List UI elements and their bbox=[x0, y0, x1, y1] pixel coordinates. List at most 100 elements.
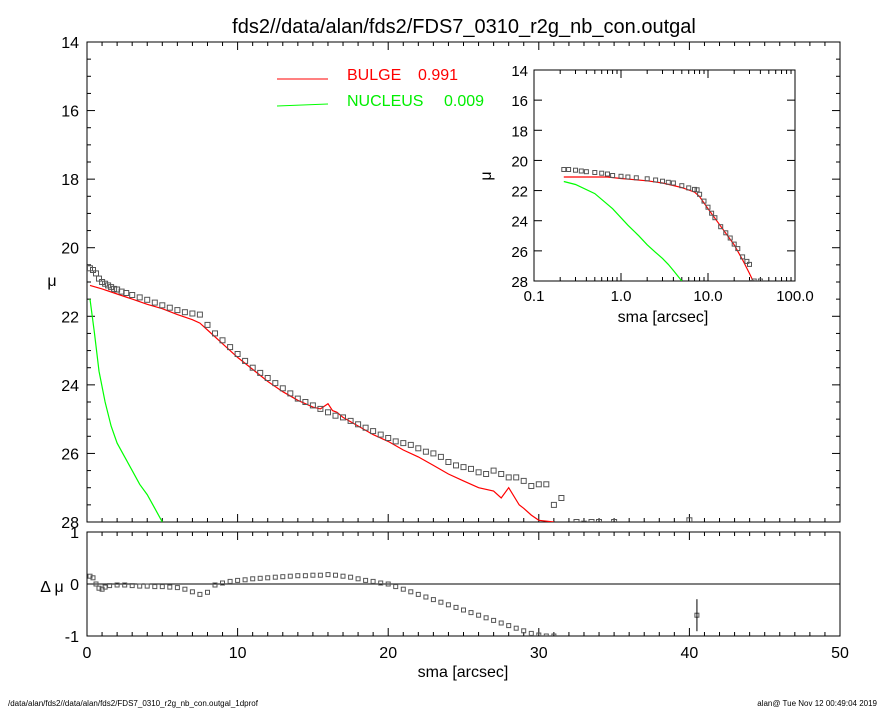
main-data-point bbox=[520, 477, 527, 484]
chart-title: fds2//data/alan/fds2/FDS7_0310_r2g_nb_co… bbox=[232, 16, 696, 38]
residual-y-label: Δ μ bbox=[40, 579, 63, 596]
inset-data-point bbox=[757, 278, 763, 281]
residual-data-point bbox=[415, 591, 421, 597]
residual-x-tick-label: 30 bbox=[530, 645, 548, 662]
residual-data-point bbox=[438, 599, 444, 605]
inset-plot-area bbox=[561, 167, 763, 281]
residual-data-point bbox=[287, 573, 293, 579]
residual-x-tick-label: 20 bbox=[379, 645, 397, 662]
main-data-point bbox=[355, 421, 362, 428]
inset-data-point bbox=[610, 173, 616, 178]
main-data-point bbox=[392, 438, 399, 445]
inset-data-point bbox=[670, 180, 676, 186]
residual-data-point bbox=[144, 583, 150, 589]
main-data-point bbox=[588, 519, 595, 522]
main-y-label: μ bbox=[47, 273, 56, 290]
main-data-point bbox=[181, 309, 188, 316]
inset-data-point bbox=[705, 204, 711, 210]
inset-data-point bbox=[709, 210, 715, 216]
residual-data-point bbox=[430, 597, 436, 603]
main-data-point bbox=[407, 441, 414, 448]
inset-y-tick-label: 20 bbox=[511, 153, 528, 170]
residual-y-tick-label: -1 bbox=[65, 629, 79, 646]
main-data-point bbox=[513, 474, 520, 481]
inset-data-point bbox=[566, 167, 572, 172]
residual-data-point bbox=[461, 607, 466, 613]
main-y-tick-label: 16 bbox=[61, 104, 79, 121]
inset-data-point bbox=[644, 176, 650, 182]
main-data-point bbox=[204, 321, 211, 328]
residual-data-point bbox=[393, 584, 399, 590]
residual-data-point bbox=[408, 589, 414, 595]
inset-y-tick-label: 22 bbox=[511, 184, 528, 201]
residual-plot-area bbox=[87, 572, 700, 636]
residual-data-point bbox=[272, 574, 278, 580]
residual-data-point bbox=[453, 604, 459, 610]
residual-data-point bbox=[227, 578, 233, 584]
residual-data-point bbox=[257, 575, 263, 581]
legend-nucleus-value: 0.009 bbox=[444, 93, 484, 110]
main-data-point bbox=[136, 294, 143, 301]
main-data-point bbox=[287, 390, 294, 397]
residual-data-point bbox=[122, 582, 128, 588]
residual-data-point bbox=[355, 576, 361, 582]
main-data-point bbox=[370, 428, 377, 435]
residual-data-point bbox=[107, 583, 113, 589]
main-y-tick-label: 28 bbox=[61, 515, 79, 532]
main-data-point bbox=[264, 375, 271, 381]
main-y-tick-label: 26 bbox=[61, 446, 79, 463]
main-data-point bbox=[347, 417, 354, 424]
residual-y-ticks: 1 0 -1 bbox=[65, 525, 840, 646]
residual-data-point bbox=[96, 585, 102, 591]
main-y-ticks: 14 16 18 20 22 24 26 28 bbox=[61, 35, 841, 532]
residual-data-point bbox=[302, 573, 308, 579]
main-data-point bbox=[227, 344, 234, 351]
main-data-point bbox=[686, 517, 693, 522]
inset-y-tick-label: 18 bbox=[511, 123, 528, 140]
main-data-point bbox=[377, 431, 384, 438]
main-data-point bbox=[581, 520, 587, 522]
main-data-point bbox=[535, 481, 542, 488]
main-data-point bbox=[453, 462, 459, 469]
residual-data-point bbox=[295, 573, 301, 579]
residual-data-point bbox=[363, 577, 369, 583]
main-data-point bbox=[543, 481, 550, 488]
inset-data-point bbox=[723, 230, 729, 236]
residual-data-point bbox=[205, 589, 210, 595]
inset-y-ticks: 14 16 18 20 22 24 26 28 bbox=[511, 63, 795, 291]
main-data-point bbox=[189, 310, 196, 317]
inset-x-tick-label: 100.0 bbox=[776, 288, 814, 305]
main-y-tick-label: 20 bbox=[61, 241, 79, 258]
inset-data-point bbox=[665, 179, 671, 185]
inset-data-point bbox=[751, 278, 757, 281]
residual-data-point bbox=[551, 633, 557, 636]
residual-data-point bbox=[182, 586, 188, 592]
residual-data-point bbox=[310, 572, 316, 578]
main-data-point bbox=[460, 464, 467, 471]
main-data-point bbox=[611, 519, 618, 522]
main-data-point bbox=[415, 445, 422, 452]
inset-data-point bbox=[692, 186, 697, 192]
residual-data-point bbox=[167, 584, 173, 590]
inset-data-point bbox=[578, 168, 584, 174]
inset-data-point bbox=[718, 224, 724, 230]
main-data-point bbox=[234, 351, 241, 357]
main-data-point bbox=[219, 337, 226, 344]
inset-data-point bbox=[735, 246, 741, 252]
inset-data-point bbox=[731, 241, 737, 247]
inset-x-ticks: 0.1 1.0 10.0 100.0 bbox=[524, 70, 814, 305]
inset-data-point bbox=[633, 175, 639, 181]
main-plot-area bbox=[87, 265, 693, 522]
residual-data-point bbox=[317, 572, 323, 578]
inset-data-point bbox=[653, 177, 659, 183]
residual-data-point bbox=[90, 575, 96, 581]
residual-data-point bbox=[423, 594, 429, 600]
inset-data-point bbox=[727, 235, 733, 241]
residual-data-point bbox=[250, 576, 256, 582]
residual-data-point bbox=[114, 582, 120, 588]
residual-data-point bbox=[400, 586, 406, 592]
main-data-point bbox=[362, 424, 369, 431]
residual-data-point bbox=[325, 572, 331, 578]
main-data-point bbox=[96, 275, 102, 282]
residual-data-point bbox=[152, 584, 158, 590]
